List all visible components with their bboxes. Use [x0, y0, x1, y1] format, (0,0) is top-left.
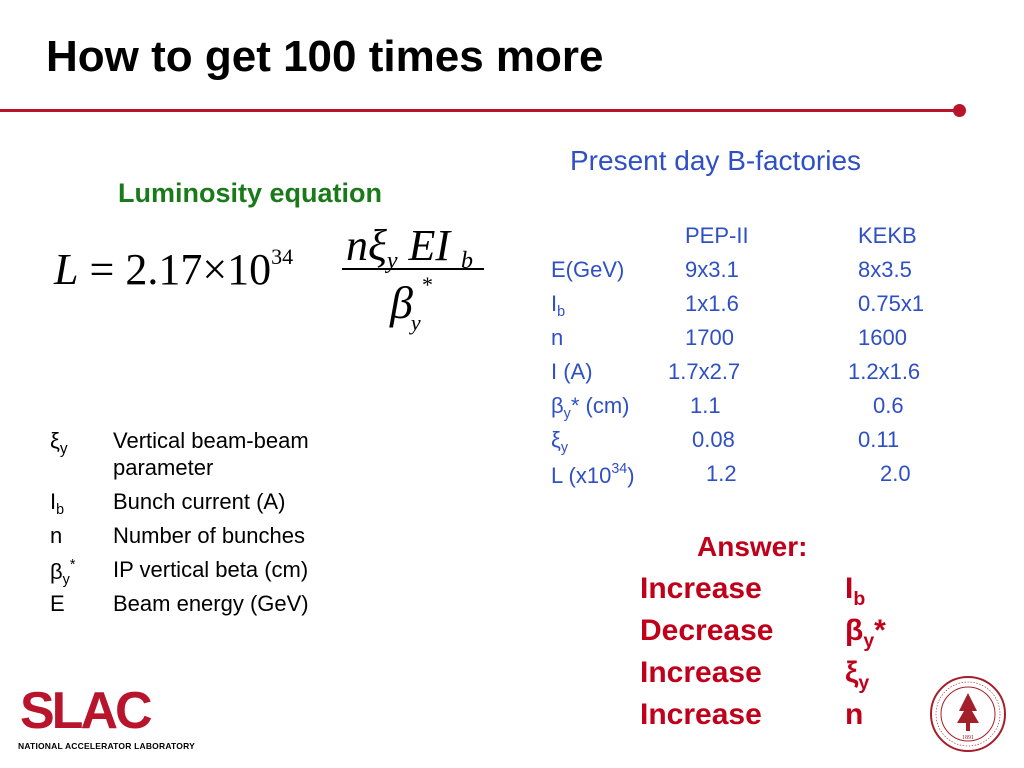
cell-kekb-xi: 0.11 [858, 427, 900, 452]
row-label-n: n [551, 325, 564, 350]
luminosity-equation: L = 2.17×1034 nξy EI b β * y [54, 218, 494, 348]
answer-symbol-1: Ib [845, 572, 866, 610]
cell-kekb-energy: 8x3.5 [858, 257, 912, 282]
cell-kekb-ib: 0.75x1 [858, 291, 925, 316]
row-label-beta: βy* (cm) [551, 393, 630, 422]
cell-pep2-energy: 9x3.1 [685, 257, 739, 282]
bfactories-heading: Present day B-factories [570, 145, 862, 176]
cell-kekb-luminosity: 2.0 [880, 461, 911, 486]
svg-text:SLAC: SLAC [20, 686, 152, 732]
cell-pep2-current: 1.7x2.7 [668, 359, 741, 384]
legend-text-e: Beam energy (GeV) [113, 591, 309, 616]
answer-heading: Answer: [697, 531, 808, 562]
slac-logo-icon: SLAC [20, 686, 155, 732]
stanford-seal-icon: 1891 [930, 676, 1006, 752]
row-label-xi: ξy [551, 427, 569, 456]
cell-kekb-current: 1.2x1.6 [848, 359, 921, 384]
answer-symbol-2: βy* [845, 614, 886, 652]
cell-pep2-ib: 1x1.6 [685, 291, 739, 316]
page-title: How to get 100 times more [46, 32, 604, 81]
answer-verb-4: Increase [640, 698, 762, 731]
legend-text-xi-cont: parameter [113, 455, 214, 480]
equation-lhs: L = 2.17×1034 [54, 244, 294, 294]
legend-symbol-beta: βy* [50, 557, 76, 588]
answer-symbol-3: ξy [845, 656, 870, 694]
legend-symbol-xi: ξy [50, 428, 68, 458]
answer-verb-1: Increase [640, 572, 762, 605]
row-label-ib: Ib [551, 291, 566, 320]
legend-text-n: Number of bunches [113, 523, 305, 548]
equation-numerator: nξy EI b [346, 221, 474, 274]
svg-text:1891: 1891 [962, 735, 974, 741]
cell-pep2-n: 1700 [685, 325, 734, 350]
col-header-kekb: KEKB [858, 223, 917, 248]
cell-pep2-luminosity: 1.2 [706, 461, 737, 486]
cell-pep2-xi: 0.08 [692, 427, 735, 452]
cell-pep2-beta: 1.1 [690, 393, 721, 418]
equation-denominator: β * y [390, 272, 433, 335]
row-label-energy: E(GeV) [551, 257, 625, 282]
legend-text-beta: IP vertical beta (cm) [113, 557, 309, 582]
title-divider-dot [953, 104, 966, 117]
legend-symbol-n: n [50, 523, 63, 548]
fraction-bar [342, 268, 484, 270]
slac-subtitle: NATIONAL ACCELERATOR LABORATORY [18, 741, 195, 751]
cell-kekb-beta: 0.6 [873, 393, 904, 418]
legend-symbol-ib: Ib [50, 489, 65, 518]
title-divider [0, 109, 958, 112]
luminosity-heading: Luminosity equation [118, 178, 383, 208]
row-label-current: I (A) [551, 359, 593, 384]
cell-kekb-n: 1600 [858, 325, 907, 350]
legend-symbol-e: E [50, 591, 65, 616]
answer-symbol-4: n [845, 698, 864, 731]
answer-verb-2: Decrease [640, 614, 774, 647]
row-label-luminosity: L (x1034) [551, 461, 635, 488]
legend-text-ib: Bunch current (A) [113, 489, 286, 514]
answer-verb-3: Increase [640, 656, 762, 689]
legend-text-xi: Vertical beam-beam [113, 428, 309, 453]
col-header-pep2: PEP-II [685, 223, 749, 248]
